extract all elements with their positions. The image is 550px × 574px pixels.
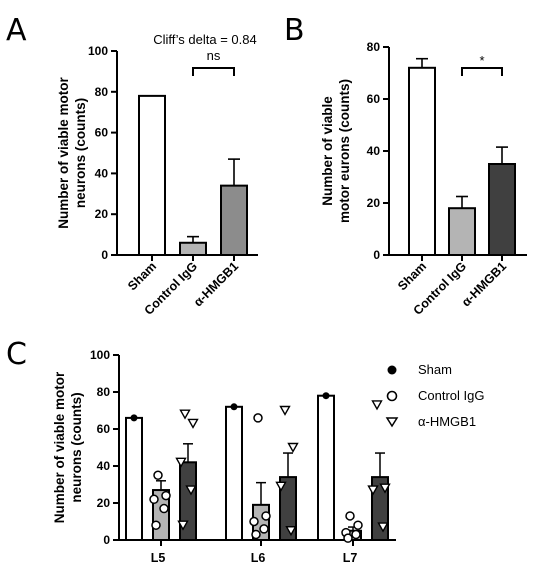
y-tick-label: 40 <box>95 166 109 180</box>
data-point-hmgb1 <box>187 418 199 429</box>
data-point-sham <box>230 403 238 411</box>
y-tick-label: 0 <box>103 533 110 547</box>
y-tick-label: 100 <box>88 44 108 58</box>
category-label: α-HMGB1 <box>191 259 241 309</box>
legend-control-marker <box>386 390 398 402</box>
bar-2 <box>488 163 516 256</box>
data-point-control <box>249 516 259 527</box>
data-point-hmgb1 <box>185 485 197 496</box>
data-point-control <box>351 529 361 540</box>
bar-1 <box>448 207 476 256</box>
data-point-control <box>253 413 263 423</box>
y-axis-label-line: neurons (counts) <box>69 392 84 502</box>
significance-label: * <box>479 53 484 68</box>
data-point-hmgb1 <box>285 526 297 537</box>
data-point-control <box>151 520 161 530</box>
data-point-hmgb1 <box>371 400 383 411</box>
y-tick-label: 20 <box>367 196 381 210</box>
data-point-hmgb1 <box>179 409 191 420</box>
significance-bracket <box>192 67 235 76</box>
category-label: Sham <box>125 259 159 293</box>
data-point-control <box>343 533 353 543</box>
panel-c-letter: C <box>6 337 27 372</box>
data-point-control <box>345 511 355 521</box>
y-tick-label: 20 <box>95 207 109 221</box>
data-point-hmgb1 <box>279 405 291 416</box>
data-point-hmgb1 <box>287 442 299 453</box>
y-axis-label-line: Number of viable motor <box>52 371 67 523</box>
legend-sham-label: Sham <box>418 362 452 377</box>
bar-0 <box>125 416 143 541</box>
data-point-control <box>353 520 363 530</box>
y-tick-label: 60 <box>97 422 111 436</box>
category-label: L6 <box>251 551 266 565</box>
data-point-control <box>251 529 261 540</box>
bar-0 <box>317 394 335 542</box>
data-point-sham <box>130 414 138 422</box>
y-tick-label: 0 <box>101 248 108 262</box>
data-point-control <box>149 494 159 505</box>
data-point-hmgb1 <box>367 485 379 496</box>
significance-label: ns <box>207 48 221 63</box>
data-point-control <box>159 503 169 514</box>
bar-1 <box>179 241 207 256</box>
data-point-control <box>153 470 163 480</box>
y-tick-label: 60 <box>367 92 381 106</box>
category-label: L5 <box>151 551 166 565</box>
y-tick-label: 80 <box>97 385 111 399</box>
y-axis-label-line: Number of viable motor <box>56 77 71 229</box>
y-axis-label-line: neurons (counts) <box>73 98 88 208</box>
y-tick-label: 100 <box>90 348 110 362</box>
data-point-sham <box>322 392 330 400</box>
legend-hmgb1-label: α-HMGB1 <box>418 414 476 429</box>
data-point-control <box>161 490 171 501</box>
bar-0 <box>225 405 243 541</box>
y-tick-label: 40 <box>367 144 381 158</box>
y-tick-label: 80 <box>95 85 109 99</box>
y-tick-label: 80 <box>367 40 381 54</box>
data-point-hmgb1 <box>379 483 391 494</box>
data-point-control <box>259 524 269 534</box>
y-tick-label: 20 <box>97 496 111 510</box>
y-tick-label: 40 <box>97 459 111 473</box>
y-axis-label: Number of viable motor neurons (counts) <box>56 77 88 229</box>
category-label: L7 <box>343 551 358 565</box>
y-axis-label: Number of viable motor neurons (counts) <box>52 371 84 523</box>
significance-bracket <box>461 67 503 76</box>
cliffs-delta-annotation: Cliff’s delta = 0.84 <box>153 32 256 47</box>
y-tick-label: 60 <box>95 126 109 140</box>
bar-0 <box>408 66 436 256</box>
data-point-hmgb1 <box>275 481 287 492</box>
legend-hmgb1-marker <box>385 417 399 428</box>
y-axis-label-line: Number of viable <box>320 96 335 206</box>
data-point-control <box>261 511 271 521</box>
bar-0 <box>138 94 166 256</box>
panel-b-letter: B <box>284 13 305 48</box>
panel-a-letter: A <box>6 13 27 48</box>
chart-c: 0 20 40 60 80 100 L5 L6 L7 Number of viable motor… <box>52 348 396 565</box>
y-axis-label: Number of viable motor eurons (counts) <box>320 79 352 223</box>
data-point-hmgb1 <box>175 457 187 468</box>
y-axis-label-line: motor eurons (counts) <box>337 79 352 223</box>
legend-control-label: Control IgG <box>418 388 484 403</box>
bar-2 <box>220 184 248 256</box>
legend-sham-marker <box>387 365 397 375</box>
legend: Sham Control IgG α-HMGB1 <box>385 362 484 429</box>
data-point-hmgb1 <box>177 520 189 531</box>
data-point-hmgb1 <box>377 522 389 533</box>
category-label: Sham <box>395 259 429 293</box>
y-tick-label: 0 <box>373 248 380 262</box>
